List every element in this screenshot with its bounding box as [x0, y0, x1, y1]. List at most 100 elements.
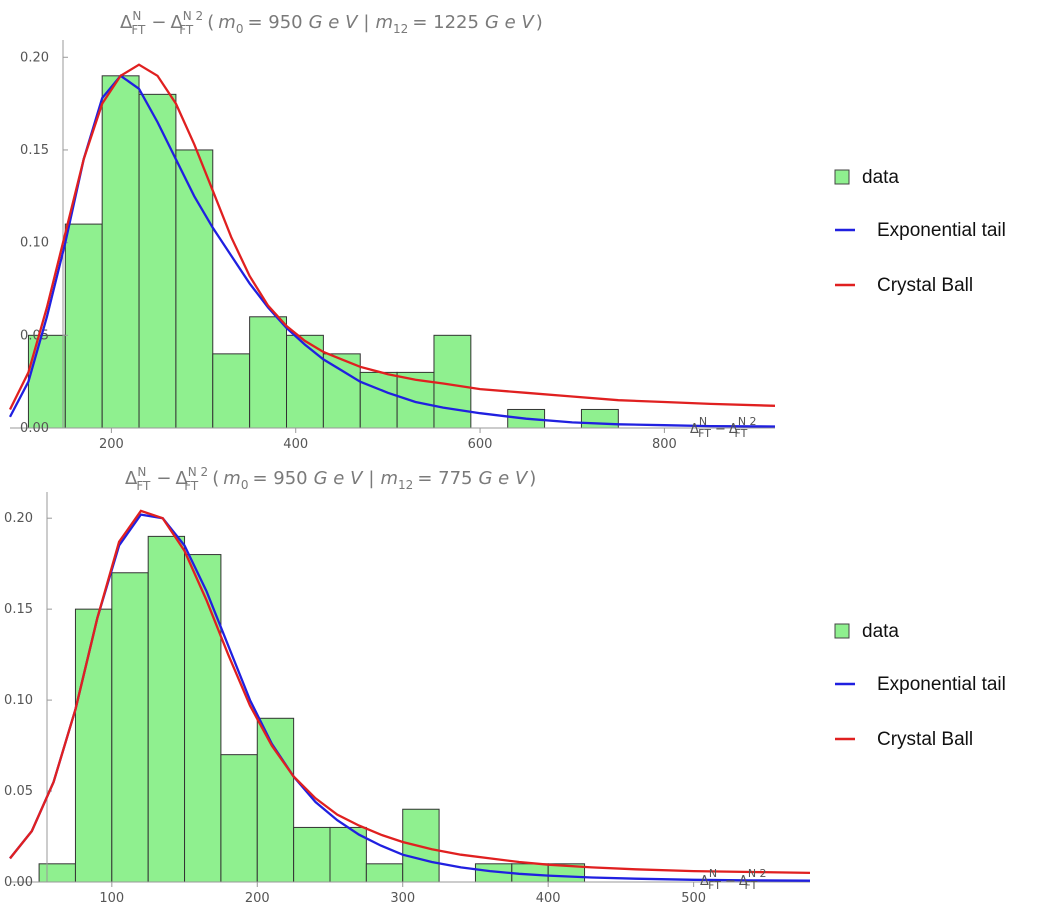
- legend-swatch-data: [834, 169, 850, 185]
- legend-label-crystal-ball: Crystal Ball: [877, 729, 973, 750]
- histogram-bar: [322, 353, 361, 429]
- title-part-m12_val: = 775: [417, 468, 472, 489]
- x-tick-label: 200: [245, 891, 270, 902]
- histogram-bar: [365, 863, 404, 883]
- title-part-sep: |: [368, 468, 374, 489]
- histogram-bar: [433, 334, 472, 429]
- legend: data Exponential tail Crystal Ball: [834, 167, 1006, 296]
- histogram-bar: [220, 754, 258, 883]
- title-part-unit: G e V: [309, 12, 359, 33]
- histogram-bar: [38, 863, 76, 883]
- y-tick-label: 0.15: [4, 602, 33, 617]
- title-part-sup_n: N: [137, 465, 146, 479]
- histogram-bar: [74, 608, 113, 883]
- histogram-bar: [249, 316, 288, 429]
- title-part-sub_ft: FT: [131, 23, 146, 37]
- histogram-bar: [293, 826, 331, 883]
- title-part-m0_val: = 950: [247, 12, 302, 33]
- title-part-open: (: [207, 12, 214, 33]
- x-label-part-delta: Δ: [729, 422, 738, 437]
- chart-panel-2: ΔN FT − ΔN 2 FT(m0 = 950 G e V | m12 = 775 G e V)0…: [4, 465, 1006, 902]
- chart-title: ΔN FT − ΔN 2 FT(m0 = 950 G e V | m12 = 1225 G e V): [120, 9, 543, 37]
- title-part-open: (: [212, 468, 219, 489]
- title-part-m0_sub: 0: [241, 478, 249, 492]
- x-label-part-sup_n: N: [709, 867, 717, 880]
- title-part-m12_sym: m: [380, 468, 398, 489]
- histogram-bar: [175, 149, 214, 429]
- histogram-bar: [184, 554, 222, 883]
- title-part-m0_val: = 950: [252, 468, 307, 489]
- x-label-part-delta: Δ: [690, 422, 699, 437]
- title-part-close: ): [529, 468, 536, 489]
- x-label-part-minus: −: [725, 874, 736, 889]
- title-part-delta: Δ: [175, 468, 188, 489]
- y-tick-label: 0.20: [20, 50, 49, 65]
- histogram-bar: [212, 353, 251, 429]
- histogram-bar: [256, 717, 295, 883]
- legend-swatch-data: [834, 623, 850, 639]
- title-part-sub_ft: FT: [184, 479, 199, 493]
- title-part-sup_n: N: [132, 9, 141, 23]
- title-part-m0_sym: m: [223, 468, 241, 489]
- legend-label-data: data: [862, 167, 899, 188]
- legend-label-exponential-tail: Exponential tail: [877, 674, 1006, 695]
- legend: data Exponential tail Crystal Ball: [834, 621, 1006, 750]
- title-part-delta: Δ: [170, 12, 183, 33]
- title-part-delta: Δ: [125, 468, 138, 489]
- x-tick-label: 100: [99, 891, 124, 902]
- x-label-part-sup_n: N: [699, 415, 707, 428]
- y-tick-label: 0.10: [20, 236, 49, 251]
- fit-curve-crystal-ball: [8, 63, 776, 411]
- x-label-part-sup_n2: N 2: [738, 415, 757, 428]
- y-tick-label: 0.15: [20, 143, 49, 158]
- title-part-m12_sub: 12: [393, 22, 408, 36]
- title-part-sub_ft: FT: [136, 479, 151, 493]
- x-label-part-sub_ft: FT: [708, 879, 721, 892]
- histogram-bar: [138, 93, 177, 429]
- title-part-unit: G e V: [314, 468, 364, 489]
- x-label-part-delta: Δ: [739, 874, 748, 889]
- title-part-unit: G e V: [485, 12, 535, 33]
- title-part-unit: G e V: [478, 468, 528, 489]
- x-label-part-sub_ft: FT: [745, 879, 758, 892]
- legend-label-crystal-ball: Crystal Ball: [877, 275, 973, 296]
- x-tick-label: 200: [99, 437, 124, 452]
- title-part-sup_n2: N 2: [188, 465, 208, 479]
- x-label-part-sub_ft: FT: [698, 427, 711, 440]
- x-label-part-delta: Δ: [700, 874, 709, 889]
- chart-title: ΔN FT − ΔN 2 FT(m0 = 950 G e V | m12 = 775 G e V): [125, 465, 536, 493]
- y-tick-label: 0.00: [20, 421, 49, 436]
- histogram-bar: [147, 535, 186, 883]
- legend-label-data: data: [862, 621, 899, 642]
- x-tick-label: 600: [468, 437, 493, 452]
- title-part-sep: |: [363, 12, 369, 33]
- y-tick-label: 0.00: [4, 875, 33, 890]
- title-part-m12_sym: m: [375, 12, 393, 33]
- histogram-bar: [101, 75, 140, 429]
- title-part-m12_sub: 12: [398, 478, 413, 492]
- x-tick-label: 400: [536, 891, 561, 902]
- x-axis-label: ΔN FT − ΔN 2 FT: [690, 415, 757, 440]
- title-part-sup_n2: N 2: [183, 9, 203, 23]
- chart-panel-1: ΔN FT − ΔN 2 FT(m0 = 950 G e V | m12 = 1225 G e V)…: [8, 9, 1006, 452]
- fit-curve-crystal-ball: [9, 509, 811, 875]
- x-label-part-minus: −: [715, 422, 726, 437]
- title-part-minus: −: [151, 12, 166, 33]
- x-label-part-sub_ft: FT: [735, 427, 748, 440]
- y-tick-label: 0.10: [4, 693, 33, 708]
- histogram-bar: [359, 371, 398, 429]
- title-part-close: ): [536, 12, 543, 33]
- y-tick-label: 0.05: [20, 328, 49, 343]
- title-part-sub_ft: FT: [179, 23, 194, 37]
- title-part-delta: Δ: [120, 12, 133, 33]
- y-tick-label: 0.05: [4, 784, 33, 799]
- x-tick-label: 300: [390, 891, 415, 902]
- title-part-m0_sub: 0: [236, 22, 244, 36]
- histogram-bar: [64, 223, 103, 429]
- legend-label-exponential-tail: Exponential tail: [877, 220, 1006, 241]
- x-tick-label: 500: [681, 891, 706, 902]
- y-tick-label: 0.20: [4, 511, 33, 526]
- title-part-minus: −: [156, 468, 171, 489]
- x-axis-label: ΔN FT − ΔN 2 FT: [700, 867, 767, 892]
